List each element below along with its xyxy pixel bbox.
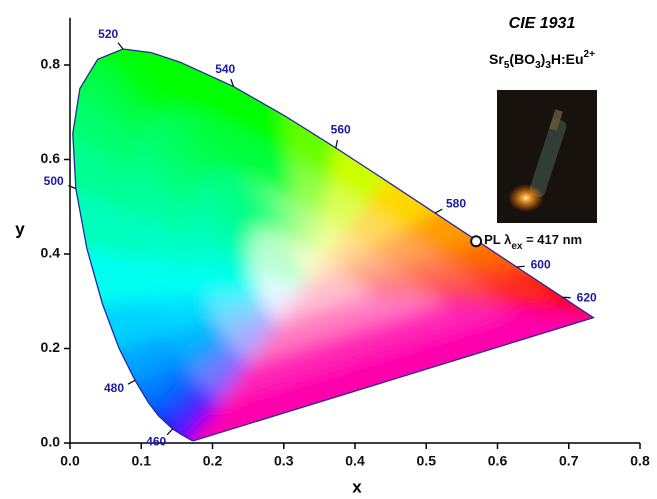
x-tick-label: 0.6 [488, 453, 508, 469]
wavelength-tick [128, 380, 135, 384]
x-tick-label: 0.1 [132, 453, 152, 469]
wavelength-label: 460 [146, 434, 166, 448]
x-tick-label: 0.5 [417, 453, 437, 469]
formula-part: Sr [489, 51, 504, 67]
y-tick-label: 0.8 [41, 56, 61, 72]
color-patch [169, 438, 192, 464]
wavelength-label: 620 [577, 290, 597, 304]
y-tick-label: 0.2 [41, 339, 61, 355]
data-point [471, 236, 481, 246]
formula-part: 2+ [584, 49, 596, 60]
point-label: PL λex = 417 nm [484, 233, 582, 253]
x-tick-label: 0.4 [345, 453, 365, 469]
chart: CIE 1931 Sr5(BO3)3H:Eu2+ x y 0.0 0.1 0.2 0.… [0, 0, 657, 499]
wavelength-label: 480 [104, 381, 124, 395]
formula-part: (BO [509, 51, 535, 67]
point-label-part: = 417 nm [522, 233, 582, 248]
wavelength-tick [517, 266, 525, 267]
color-patch [163, 435, 187, 461]
point-label-part: PL λ [484, 233, 512, 248]
wavelength-tick [336, 140, 338, 148]
formula-part: H:Eu [551, 51, 584, 67]
inset-photo [497, 90, 597, 223]
chart-title: CIE 1931 [509, 15, 576, 32]
wavelength-label: 540 [215, 62, 235, 76]
x-tick-label: 0.2 [203, 453, 223, 469]
wavelength-tick [167, 429, 172, 435]
y-tick-label: 0.4 [41, 245, 61, 261]
y-axis-label: y [15, 219, 25, 238]
wavelength-tick [118, 43, 123, 49]
color-patch [175, 441, 194, 464]
wavelength-label: 600 [531, 258, 551, 272]
x-tick-label: 0.3 [274, 453, 294, 469]
point-label-part: ex [511, 241, 523, 252]
wavelength-label: 580 [446, 196, 466, 210]
x-tick-label: 0.7 [559, 453, 579, 469]
x-tick-label: 0.8 [630, 453, 650, 469]
formula: Sr5(BO3)3H:Eu2+ [489, 49, 595, 71]
y-tick-label: 0.6 [41, 150, 61, 166]
wavelength-label: 500 [44, 174, 64, 188]
wavelength-label: 560 [331, 122, 351, 136]
y-tick-label: 0.0 [41, 434, 61, 450]
wavelength-label: 520 [98, 27, 118, 41]
x-tick-label: 0.0 [60, 453, 80, 469]
x-axis-label: x [352, 477, 362, 496]
wavelength-tick [435, 209, 442, 213]
